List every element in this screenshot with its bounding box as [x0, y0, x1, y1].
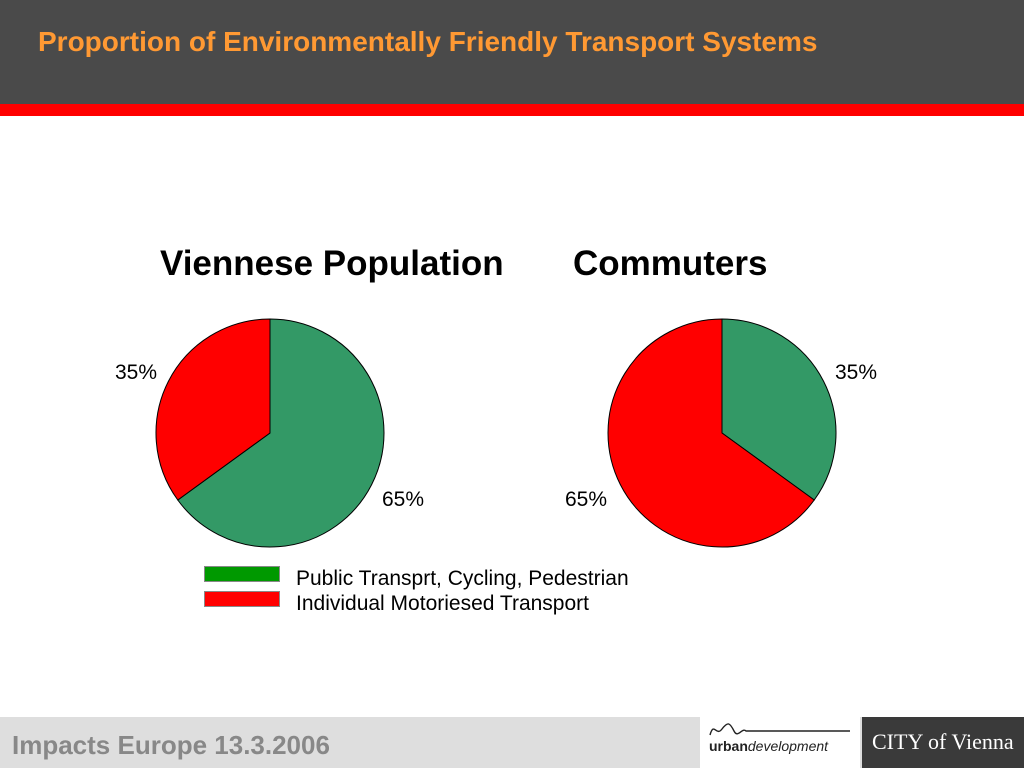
pie-0-slice-0	[177, 318, 385, 548]
pie-0-slice-1	[155, 318, 271, 501]
urban-development-wordmark: urbandevelopment	[709, 738, 829, 754]
header-divider	[0, 104, 1024, 116]
legend-label-motorised: Individual Motoriesed Transport	[296, 592, 589, 615]
chart-title-commuters: Commuters	[573, 244, 768, 283]
slide-title: Proportion of Environmentally Friendly T…	[38, 26, 818, 57]
header-bar: Proportion of Environmentally Friendly T…	[0, 0, 1024, 104]
pie-1-slice-0-label: 35%	[835, 361, 877, 384]
footer-text: Impacts Europe 13.3.2006	[12, 730, 330, 760]
legend-swatch-motorised	[204, 591, 280, 607]
chart-title-viennese: Viennese Population	[160, 244, 504, 283]
pie-1-slice-0	[721, 318, 837, 501]
pie-1-slice-1-label: 65%	[565, 488, 607, 511]
footer-bar: Impacts Europe 13.3.2006 urbandevelopmen…	[0, 717, 1024, 768]
pie-1-slice-1	[607, 318, 815, 548]
urban-development-logo: urbandevelopment	[700, 717, 860, 768]
city-of-vienna-wordmark: CITY of Vienna	[872, 729, 1014, 754]
pie-0-slice-1-label: 35%	[115, 361, 157, 384]
legend-swatch-public-transport	[204, 566, 280, 582]
legend-label-public-transport: Public Transprt, Cycling, Pedestrian	[296, 567, 629, 590]
city-of-vienna-logo: CITY of Vienna	[862, 717, 1024, 768]
signature-icon	[709, 723, 850, 736]
pie-0-slice-0-label: 65%	[382, 488, 424, 511]
